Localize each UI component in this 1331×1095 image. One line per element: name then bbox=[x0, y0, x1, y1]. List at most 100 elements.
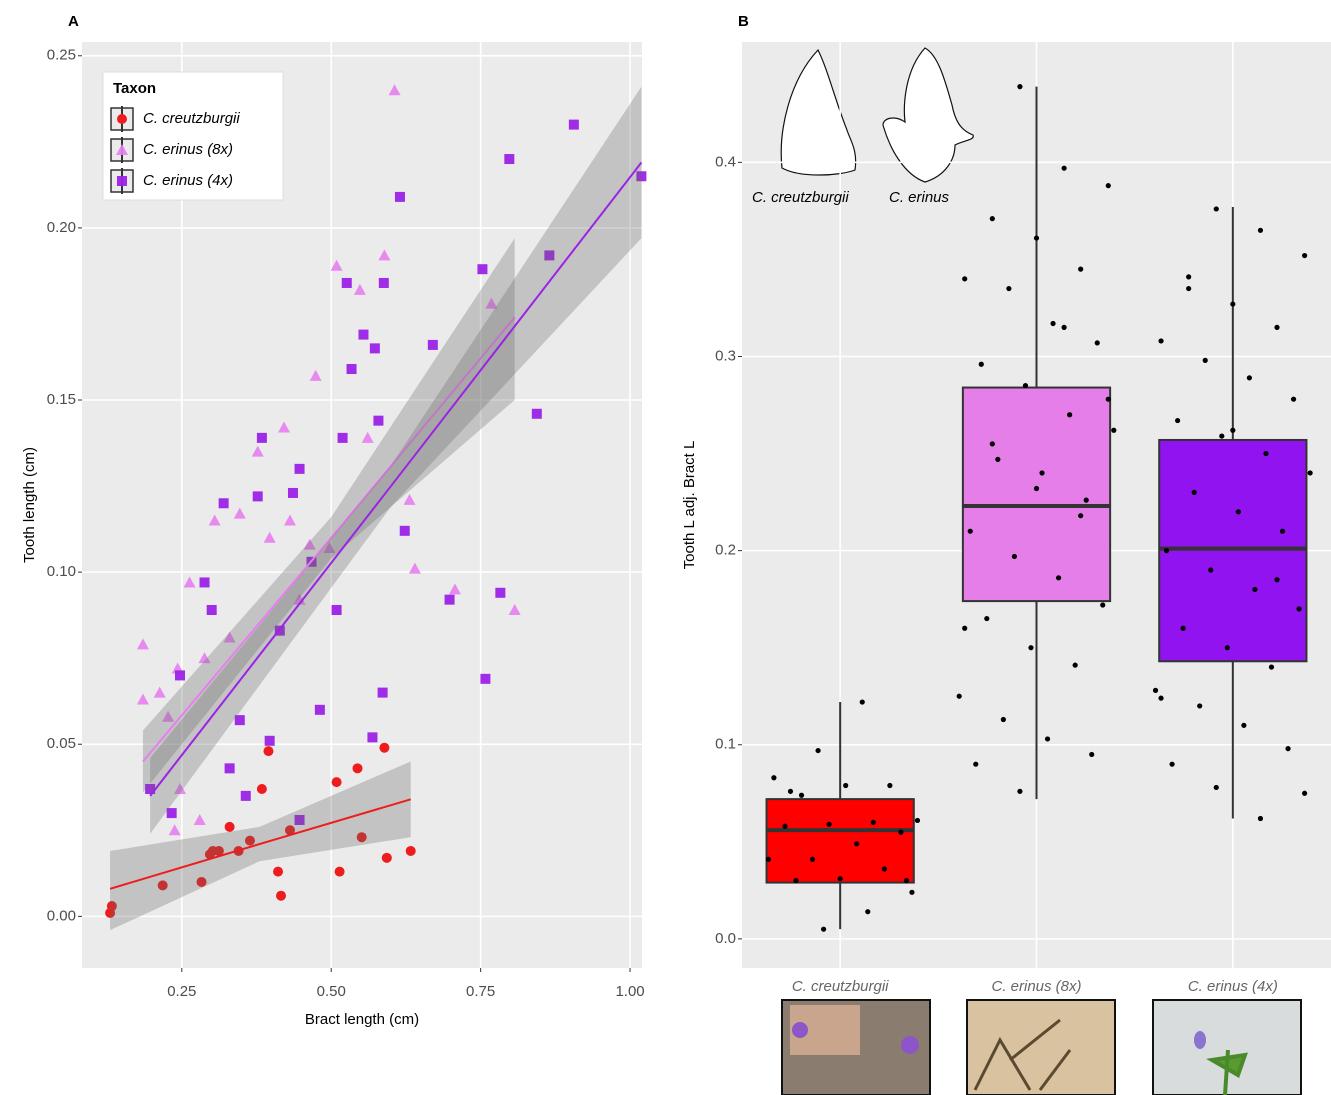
panel-label: A bbox=[68, 13, 79, 30]
jitter-point bbox=[1263, 451, 1268, 456]
jitter-point bbox=[1197, 703, 1202, 708]
jitter-point bbox=[1164, 548, 1169, 553]
jitter-point bbox=[1214, 206, 1219, 211]
x-tick-label: 0.25 bbox=[167, 983, 196, 1000]
jitter-point bbox=[1095, 340, 1100, 345]
point bbox=[379, 743, 389, 753]
jitter-point bbox=[827, 822, 832, 827]
jitter-point bbox=[1012, 554, 1017, 559]
jitter-point bbox=[793, 878, 798, 883]
jitter-point bbox=[1285, 746, 1290, 751]
point bbox=[428, 340, 438, 350]
jitter-point bbox=[1186, 274, 1191, 279]
point bbox=[335, 867, 345, 877]
point bbox=[477, 264, 487, 274]
jitter-point bbox=[1006, 286, 1011, 291]
jitter-point bbox=[1175, 418, 1180, 423]
legend-label: C. creutzburgii bbox=[143, 110, 240, 127]
point bbox=[200, 577, 210, 587]
jitter-point bbox=[1067, 412, 1072, 417]
jitter-point bbox=[1241, 723, 1246, 728]
jitter-point bbox=[1186, 286, 1191, 291]
jitter-point bbox=[871, 820, 876, 825]
jitter-point bbox=[799, 793, 804, 798]
jitter-point bbox=[1181, 626, 1186, 631]
jitter-point bbox=[1017, 84, 1022, 89]
point bbox=[117, 176, 127, 186]
jitter-point bbox=[1236, 509, 1241, 514]
jitter-point bbox=[1062, 325, 1067, 330]
point bbox=[315, 705, 325, 715]
jitter-point bbox=[1192, 490, 1197, 495]
jitter-point bbox=[1230, 428, 1235, 433]
jitter-point bbox=[788, 789, 793, 794]
jitter-point bbox=[1274, 577, 1279, 582]
photo-flower bbox=[901, 1036, 919, 1054]
jitter-point bbox=[1219, 433, 1224, 438]
jitter-point bbox=[1302, 791, 1307, 796]
point bbox=[225, 763, 235, 773]
jitter-point bbox=[782, 824, 787, 829]
y-tick-label: 0.4 bbox=[715, 153, 736, 170]
panel-label: B bbox=[738, 13, 749, 30]
point bbox=[395, 192, 405, 202]
photo-flower bbox=[792, 1022, 808, 1038]
jitter-point bbox=[962, 626, 967, 631]
point bbox=[257, 433, 267, 443]
jitter-point bbox=[909, 890, 914, 895]
point bbox=[219, 498, 229, 508]
jitter-point bbox=[771, 775, 776, 780]
point bbox=[373, 416, 383, 426]
point bbox=[241, 791, 251, 801]
jitter-point bbox=[1089, 752, 1094, 757]
y-tick-label: 0.20 bbox=[47, 219, 76, 236]
point bbox=[175, 670, 185, 680]
point bbox=[332, 605, 342, 615]
point bbox=[445, 595, 455, 605]
jitter-point bbox=[1225, 645, 1230, 650]
x-tick-label: C. creutzburgii bbox=[792, 978, 889, 995]
point bbox=[263, 746, 273, 756]
x-tick-label: 0.75 bbox=[466, 983, 495, 1000]
jitter-point bbox=[1034, 486, 1039, 491]
jitter-point bbox=[915, 818, 920, 823]
jitter-point bbox=[1039, 470, 1044, 475]
jitter-point bbox=[887, 783, 892, 788]
jitter-point bbox=[1106, 397, 1111, 402]
point bbox=[569, 120, 579, 130]
jitter-point bbox=[1158, 696, 1163, 701]
y-axis-title: Tooth L adj. Bract L bbox=[681, 441, 698, 570]
jitter-point bbox=[1296, 606, 1301, 611]
y-tick-label: 0.3 bbox=[715, 347, 736, 364]
point bbox=[207, 605, 217, 615]
y-axis-title: Tooth length (cm) bbox=[21, 447, 38, 563]
legend-label: C. erinus (8x) bbox=[143, 141, 233, 158]
jitter-point bbox=[904, 878, 909, 883]
jitter-point bbox=[1252, 587, 1257, 592]
jitter-point bbox=[1291, 397, 1296, 402]
legend-title: Taxon bbox=[113, 80, 156, 97]
y-tick-label: 0.15 bbox=[47, 391, 76, 408]
jitter-point bbox=[815, 748, 820, 753]
point bbox=[257, 784, 267, 794]
jitter-point bbox=[1269, 664, 1274, 669]
y-tick-label: 0.05 bbox=[47, 735, 76, 752]
point bbox=[338, 433, 348, 443]
jitter-point bbox=[1111, 428, 1116, 433]
jitter-point bbox=[957, 694, 962, 699]
point bbox=[378, 688, 388, 698]
jitter-point bbox=[854, 841, 859, 846]
jitter-point bbox=[1230, 301, 1235, 306]
jitter-point bbox=[1062, 166, 1067, 171]
box bbox=[767, 799, 914, 882]
jitter-point bbox=[1158, 338, 1163, 343]
point bbox=[504, 154, 514, 164]
jitter-point bbox=[1203, 358, 1208, 363]
jitter-point bbox=[1100, 602, 1105, 607]
point bbox=[276, 891, 286, 901]
jitter-point bbox=[1001, 717, 1006, 722]
jitter-point bbox=[973, 762, 978, 767]
point bbox=[480, 674, 490, 684]
jitter-point bbox=[990, 216, 995, 221]
box bbox=[963, 388, 1110, 602]
